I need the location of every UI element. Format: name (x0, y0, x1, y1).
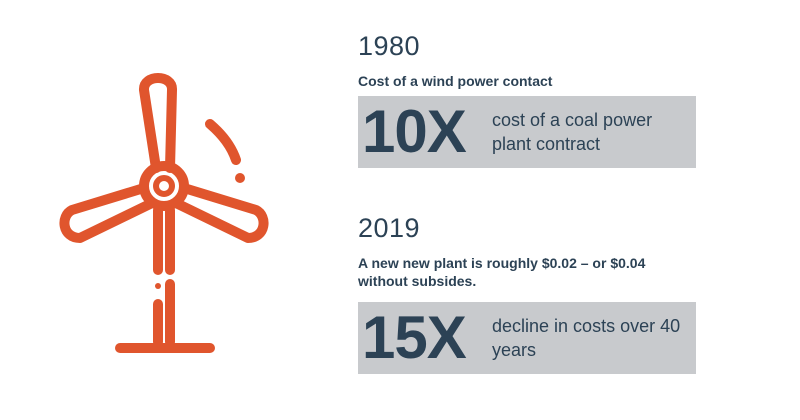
section-2019: 2019 A new new plant is roughly $0.02 – … (358, 212, 698, 290)
caption-text: Cost of a wind power contact (358, 73, 553, 89)
stat-value: 10X (362, 98, 467, 165)
wind-turbine-icon (40, 60, 300, 370)
year-heading: 2019 (358, 213, 421, 243)
stat-value: 15X (362, 304, 467, 371)
caption-text: A new new plant is roughly $0.02 – or $0… (358, 255, 646, 289)
stat-box-1980: 10X cost of a coal power plant contract (358, 96, 696, 168)
stat-description: decline in costs over 40 years (492, 316, 681, 360)
stat-box-2019: 15X decline in costs over 40 years (358, 302, 696, 374)
year-heading: 1980 (358, 31, 421, 61)
section-1980: 1980 Cost of a wind power contact (358, 30, 698, 90)
stat-description: cost of a coal power plant contract (492, 110, 653, 154)
